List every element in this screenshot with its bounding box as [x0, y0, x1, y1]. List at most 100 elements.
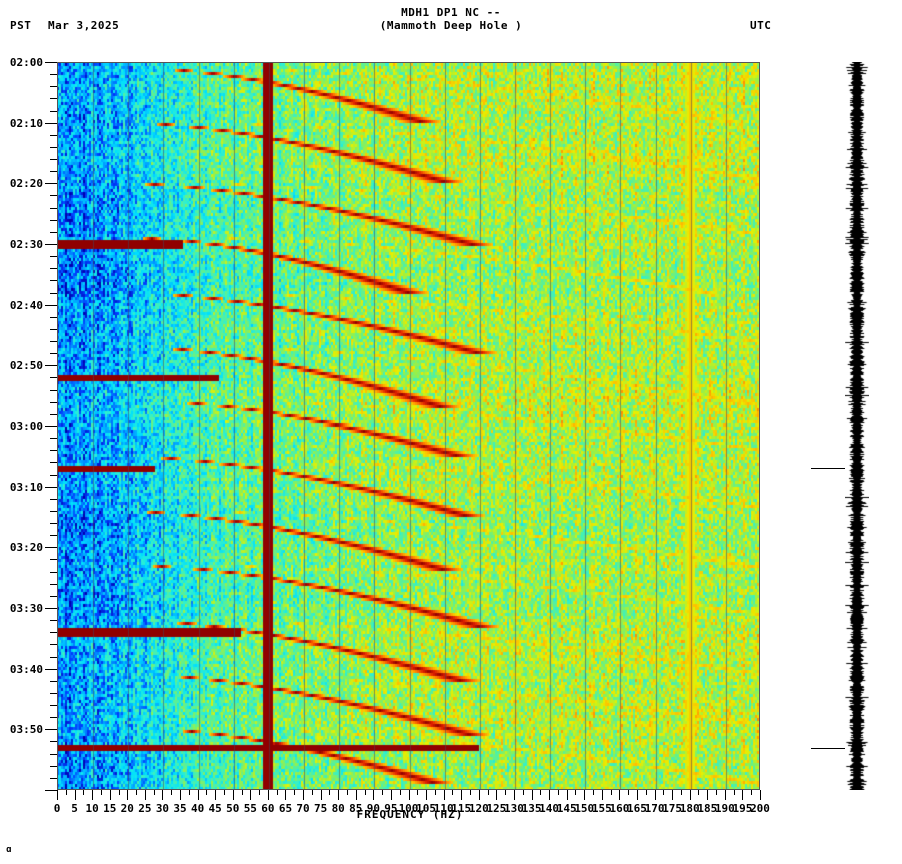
frequency-label: 40: [190, 802, 205, 815]
axis-tick-major: [45, 62, 57, 63]
axis-tick-minor: [329, 790, 331, 795]
axis-tick-minor: [50, 401, 57, 403]
frequency-label: 170: [644, 802, 665, 815]
frequency-label: 130: [504, 802, 524, 815]
x-axis-title: FREQUENCY (HZ): [356, 808, 464, 821]
axis-tick-minor: [50, 159, 57, 161]
axis-tick-minor: [470, 790, 471, 795]
axis-tick-major: [390, 790, 392, 800]
frequency-label: 0: [53, 802, 61, 815]
axis-tick-minor: [50, 535, 57, 537]
seismogram-waveform: [845, 62, 869, 790]
frequency-label: 160: [609, 802, 630, 815]
axis-tick-minor: [50, 523, 57, 525]
axis-tick-minor: [50, 462, 57, 464]
frequency-label: 200: [750, 802, 770, 815]
axis-tick-minor: [716, 790, 718, 795]
axis-tick-major: [584, 790, 586, 800]
axis-tick-major: [162, 790, 164, 800]
axis-tick-major: [45, 426, 57, 427]
frequency-label: 30: [155, 802, 170, 815]
frequency-label: 190: [714, 802, 735, 815]
frequency-label: 100: [398, 802, 419, 815]
time-axis-pst: 02:00 02:10 02:20 02:30 02:40 02:50 03:00 03:10…: [0, 0, 57, 864]
axis-tick-minor: [50, 171, 57, 173]
axis-tick-minor: [364, 790, 366, 795]
axis-tick-minor: [188, 790, 190, 795]
axis-tick-major: [566, 790, 568, 800]
time-axis-utc: 10:0010:1010:2010:3010:4010:5011:0011:10…: [760, 0, 820, 864]
axis-tick-minor: [118, 790, 120, 795]
axis-tick-minor: [751, 790, 753, 795]
axis-tick-minor: [50, 595, 57, 597]
frequency-label: 185: [697, 802, 718, 815]
frequency-label: 175: [662, 802, 683, 815]
frequency-label: 80: [331, 802, 345, 815]
axis-tick-minor: [223, 790, 225, 795]
frequency-label: 145: [556, 802, 577, 815]
axis-tick-major: [373, 790, 375, 800]
axis-tick-minor: [50, 98, 57, 100]
axis-tick-minor: [417, 790, 419, 795]
seismogram-trace-strip: [845, 62, 869, 790]
frequency-label: 65: [278, 802, 293, 815]
axis-tick-minor: [206, 790, 208, 795]
axis-tick-minor: [50, 219, 57, 221]
axis-tick-major: [285, 790, 287, 800]
axis-tick-major: [707, 790, 709, 800]
time-label-pst: 03:30: [9, 602, 43, 615]
axis-tick-major: [45, 486, 57, 488]
axis-tick-minor: [50, 741, 57, 743]
axis-tick-minor: [65, 790, 67, 795]
spectrogram-plot[interactable]: [57, 62, 760, 790]
axis-tick-minor: [50, 777, 57, 779]
axis-tick-minor: [50, 268, 57, 270]
axis-tick-major: [742, 790, 744, 800]
axis-tick-minor: [698, 790, 700, 795]
axis-tick-minor: [382, 790, 384, 795]
axis-tick-minor: [50, 353, 57, 355]
axis-tick-major: [601, 790, 603, 800]
axis-tick-minor: [50, 705, 57, 707]
axis-tick-minor: [259, 790, 261, 795]
axis-tick-minor: [50, 680, 57, 682]
axis-tick-major: [45, 244, 57, 245]
frequency-label: 165: [627, 802, 647, 815]
axis-tick-minor: [50, 341, 57, 343]
timezone-label-right: UTC: [750, 19, 772, 32]
axis-tick-major: [127, 790, 129, 800]
axis-tick-major: [531, 790, 533, 800]
frequency-label: 105: [416, 802, 436, 815]
frequency-label: 35: [173, 802, 187, 815]
frequency-label: 55: [243, 802, 257, 815]
frequency-label: 10: [85, 802, 99, 815]
axis-tick-minor: [171, 790, 173, 795]
axis-tick-major: [144, 790, 146, 800]
frequency-label: 20: [120, 802, 134, 815]
axis-tick-major: [303, 790, 305, 800]
axis-tick-minor: [50, 644, 57, 646]
axis-tick-minor: [733, 790, 735, 795]
axis-tick-minor: [50, 692, 57, 694]
frequency-label: 15: [103, 802, 117, 815]
frequency-label: 95: [384, 802, 398, 815]
frequency-label: 140: [539, 802, 560, 815]
axis-tick-minor: [50, 207, 57, 209]
time-label-pst: 03:00: [9, 420, 43, 433]
axis-tick-major: [760, 790, 761, 800]
frequency-label: 135: [521, 802, 542, 815]
axis-tick-minor: [50, 559, 57, 561]
axis-tick-minor: [50, 256, 57, 258]
axis-tick-major: [443, 790, 445, 800]
time-label-pst: 02:40: [9, 298, 43, 312]
axis-tick-minor: [241, 790, 243, 795]
axis-tick-minor: [645, 790, 647, 795]
axis-tick-minor: [50, 620, 57, 622]
axis-tick-major: [215, 790, 217, 800]
axis-tick-major: [45, 547, 57, 549]
axis-tick-minor: [346, 790, 348, 795]
axis-tick-major: [496, 790, 498, 800]
axis-tick-minor: [50, 231, 57, 233]
time-label-pst: 03:50: [9, 723, 43, 737]
axis-tick-minor: [505, 790, 507, 795]
